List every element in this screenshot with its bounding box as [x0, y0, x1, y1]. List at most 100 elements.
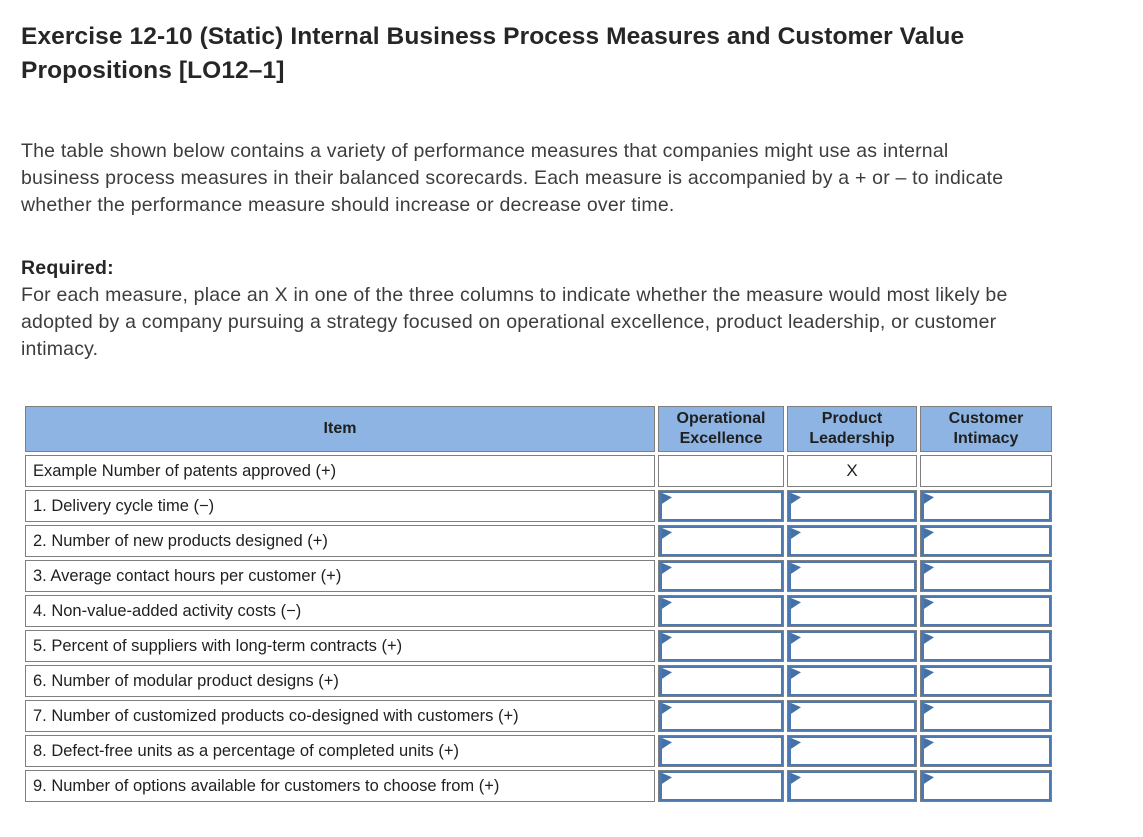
item-cell: 1. Delivery cycle time (−) — [25, 490, 655, 522]
input-marker-icon — [791, 528, 801, 539]
input-marker-icon — [662, 528, 672, 539]
answer-input-customer-intimacy[interactable] — [921, 666, 1051, 696]
answer-input-operational-excellence[interactable] — [659, 596, 783, 626]
page-title: Exercise 12-10 (Static) Internal Busines… — [21, 23, 965, 84]
item-cell: 5. Percent of suppliers with long-term c… — [25, 630, 655, 662]
answer-input-product-leadership[interactable] — [788, 736, 916, 766]
answer-cell-product-leadership — [787, 735, 917, 767]
item-cell: 4. Non-value-added activity costs (−) — [25, 595, 655, 627]
answer-cell-product-leadership — [787, 630, 917, 662]
input-marker-icon — [791, 703, 801, 714]
answer-cell-customer-intimacy — [920, 700, 1052, 732]
example-answer-customer-intimacy — [920, 455, 1052, 487]
answer-cell-customer-intimacy — [920, 665, 1052, 697]
answer-input-product-leadership[interactable] — [788, 596, 916, 626]
table-row-5: 5. Percent of suppliers with long-term c… — [25, 630, 1052, 662]
intro-paragraph: The table shown below contains a variety… — [21, 140, 1004, 216]
column-header-operational-excellence: Operational Excellence — [658, 406, 784, 452]
answer-input-operational-excellence[interactable] — [659, 561, 783, 591]
table-row-2: 2. Number of new products designed (+) — [25, 525, 1052, 557]
answer-cell-customer-intimacy — [920, 490, 1052, 522]
input-marker-icon — [924, 493, 934, 504]
input-marker-icon — [924, 528, 934, 539]
item-cell: 2. Number of new products designed (+) — [25, 525, 655, 557]
input-marker-icon — [791, 598, 801, 609]
input-marker-icon — [791, 493, 801, 504]
input-marker-icon — [924, 563, 934, 574]
input-marker-icon — [662, 668, 672, 679]
answer-cell-operational-excellence — [658, 525, 784, 557]
answer-cell-product-leadership — [787, 665, 917, 697]
answer-input-customer-intimacy[interactable] — [921, 561, 1051, 591]
answer-input-product-leadership[interactable] — [788, 491, 916, 521]
answer-input-operational-excellence[interactable] — [659, 631, 783, 661]
answer-input-operational-excellence[interactable] — [659, 736, 783, 766]
input-marker-icon — [662, 493, 672, 504]
table-row-9: 9. Number of options available for custo… — [25, 770, 1052, 802]
answer-cell-operational-excellence — [658, 595, 784, 627]
answer-input-product-leadership[interactable] — [788, 701, 916, 731]
answer-cell-operational-excellence — [658, 700, 784, 732]
answer-cell-product-leadership — [787, 490, 917, 522]
answer-cell-customer-intimacy — [920, 595, 1052, 627]
answer-input-operational-excellence[interactable] — [659, 701, 783, 731]
column-header-item: Item — [25, 406, 655, 452]
answer-cell-customer-intimacy — [920, 735, 1052, 767]
answer-input-product-leadership[interactable] — [788, 526, 916, 556]
answer-input-product-leadership[interactable] — [788, 631, 916, 661]
answer-input-product-leadership[interactable] — [788, 771, 916, 801]
example-answer-product-leadership: X — [787, 455, 917, 487]
answer-input-customer-intimacy[interactable] — [921, 736, 1051, 766]
answer-input-customer-intimacy[interactable] — [921, 771, 1051, 801]
example-answer-operational-excellence — [658, 455, 784, 487]
input-marker-icon — [924, 738, 934, 749]
answer-cell-customer-intimacy — [920, 560, 1052, 592]
column-header-customer-intimacy: Customer Intimacy — [920, 406, 1052, 452]
input-marker-icon — [662, 598, 672, 609]
input-marker-icon — [662, 563, 672, 574]
answer-cell-operational-excellence — [658, 665, 784, 697]
answer-cell-operational-excellence — [658, 630, 784, 662]
input-marker-icon — [924, 773, 934, 784]
item-cell: 3. Average contact hours per customer (+… — [25, 560, 655, 592]
table-row-7: 7. Number of customized products co-desi… — [25, 700, 1052, 732]
column-header-product-leadership: Product Leadership — [787, 406, 917, 452]
answer-input-customer-intimacy[interactable] — [921, 631, 1051, 661]
answer-input-product-leadership[interactable] — [788, 666, 916, 696]
answer-cell-operational-excellence — [658, 560, 784, 592]
answer-cell-operational-excellence — [658, 490, 784, 522]
input-marker-icon — [791, 668, 801, 679]
answer-input-product-leadership[interactable] — [788, 561, 916, 591]
input-marker-icon — [791, 773, 801, 784]
answer-input-customer-intimacy[interactable] — [921, 701, 1051, 731]
input-marker-icon — [791, 633, 801, 644]
answer-cell-operational-excellence — [658, 735, 784, 767]
answer-cell-customer-intimacy — [920, 630, 1052, 662]
answer-cell-operational-excellence — [658, 770, 784, 802]
answer-input-operational-excellence[interactable] — [659, 666, 783, 696]
table-row-1: 1. Delivery cycle time (−) — [25, 490, 1052, 522]
item-cell: 6. Number of modular product designs (+) — [25, 665, 655, 697]
example-row: Example Number of patents approved (+) X — [25, 455, 1052, 487]
input-marker-icon — [924, 598, 934, 609]
answer-input-customer-intimacy[interactable] — [921, 596, 1051, 626]
answer-input-operational-excellence[interactable] — [659, 526, 783, 556]
required-text: For each measure, place an X in one of t… — [21, 284, 1008, 360]
input-marker-icon — [791, 563, 801, 574]
item-cell: 9. Number of options available for custo… — [25, 770, 655, 802]
answer-input-operational-excellence[interactable] — [659, 771, 783, 801]
input-marker-icon — [924, 633, 934, 644]
answer-input-customer-intimacy[interactable] — [921, 491, 1051, 521]
answer-cell-product-leadership — [787, 595, 917, 627]
item-cell: 8. Defect-free units as a percentage of … — [25, 735, 655, 767]
input-marker-icon — [924, 668, 934, 679]
input-marker-icon — [662, 773, 672, 784]
answer-input-customer-intimacy[interactable] — [921, 526, 1051, 556]
answer-input-operational-excellence[interactable] — [659, 491, 783, 521]
required-label: Required: — [21, 257, 114, 279]
input-marker-icon — [662, 738, 672, 749]
input-marker-icon — [662, 703, 672, 714]
table-row-3: 3. Average contact hours per customer (+… — [25, 560, 1052, 592]
answer-cell-customer-intimacy — [920, 525, 1052, 557]
